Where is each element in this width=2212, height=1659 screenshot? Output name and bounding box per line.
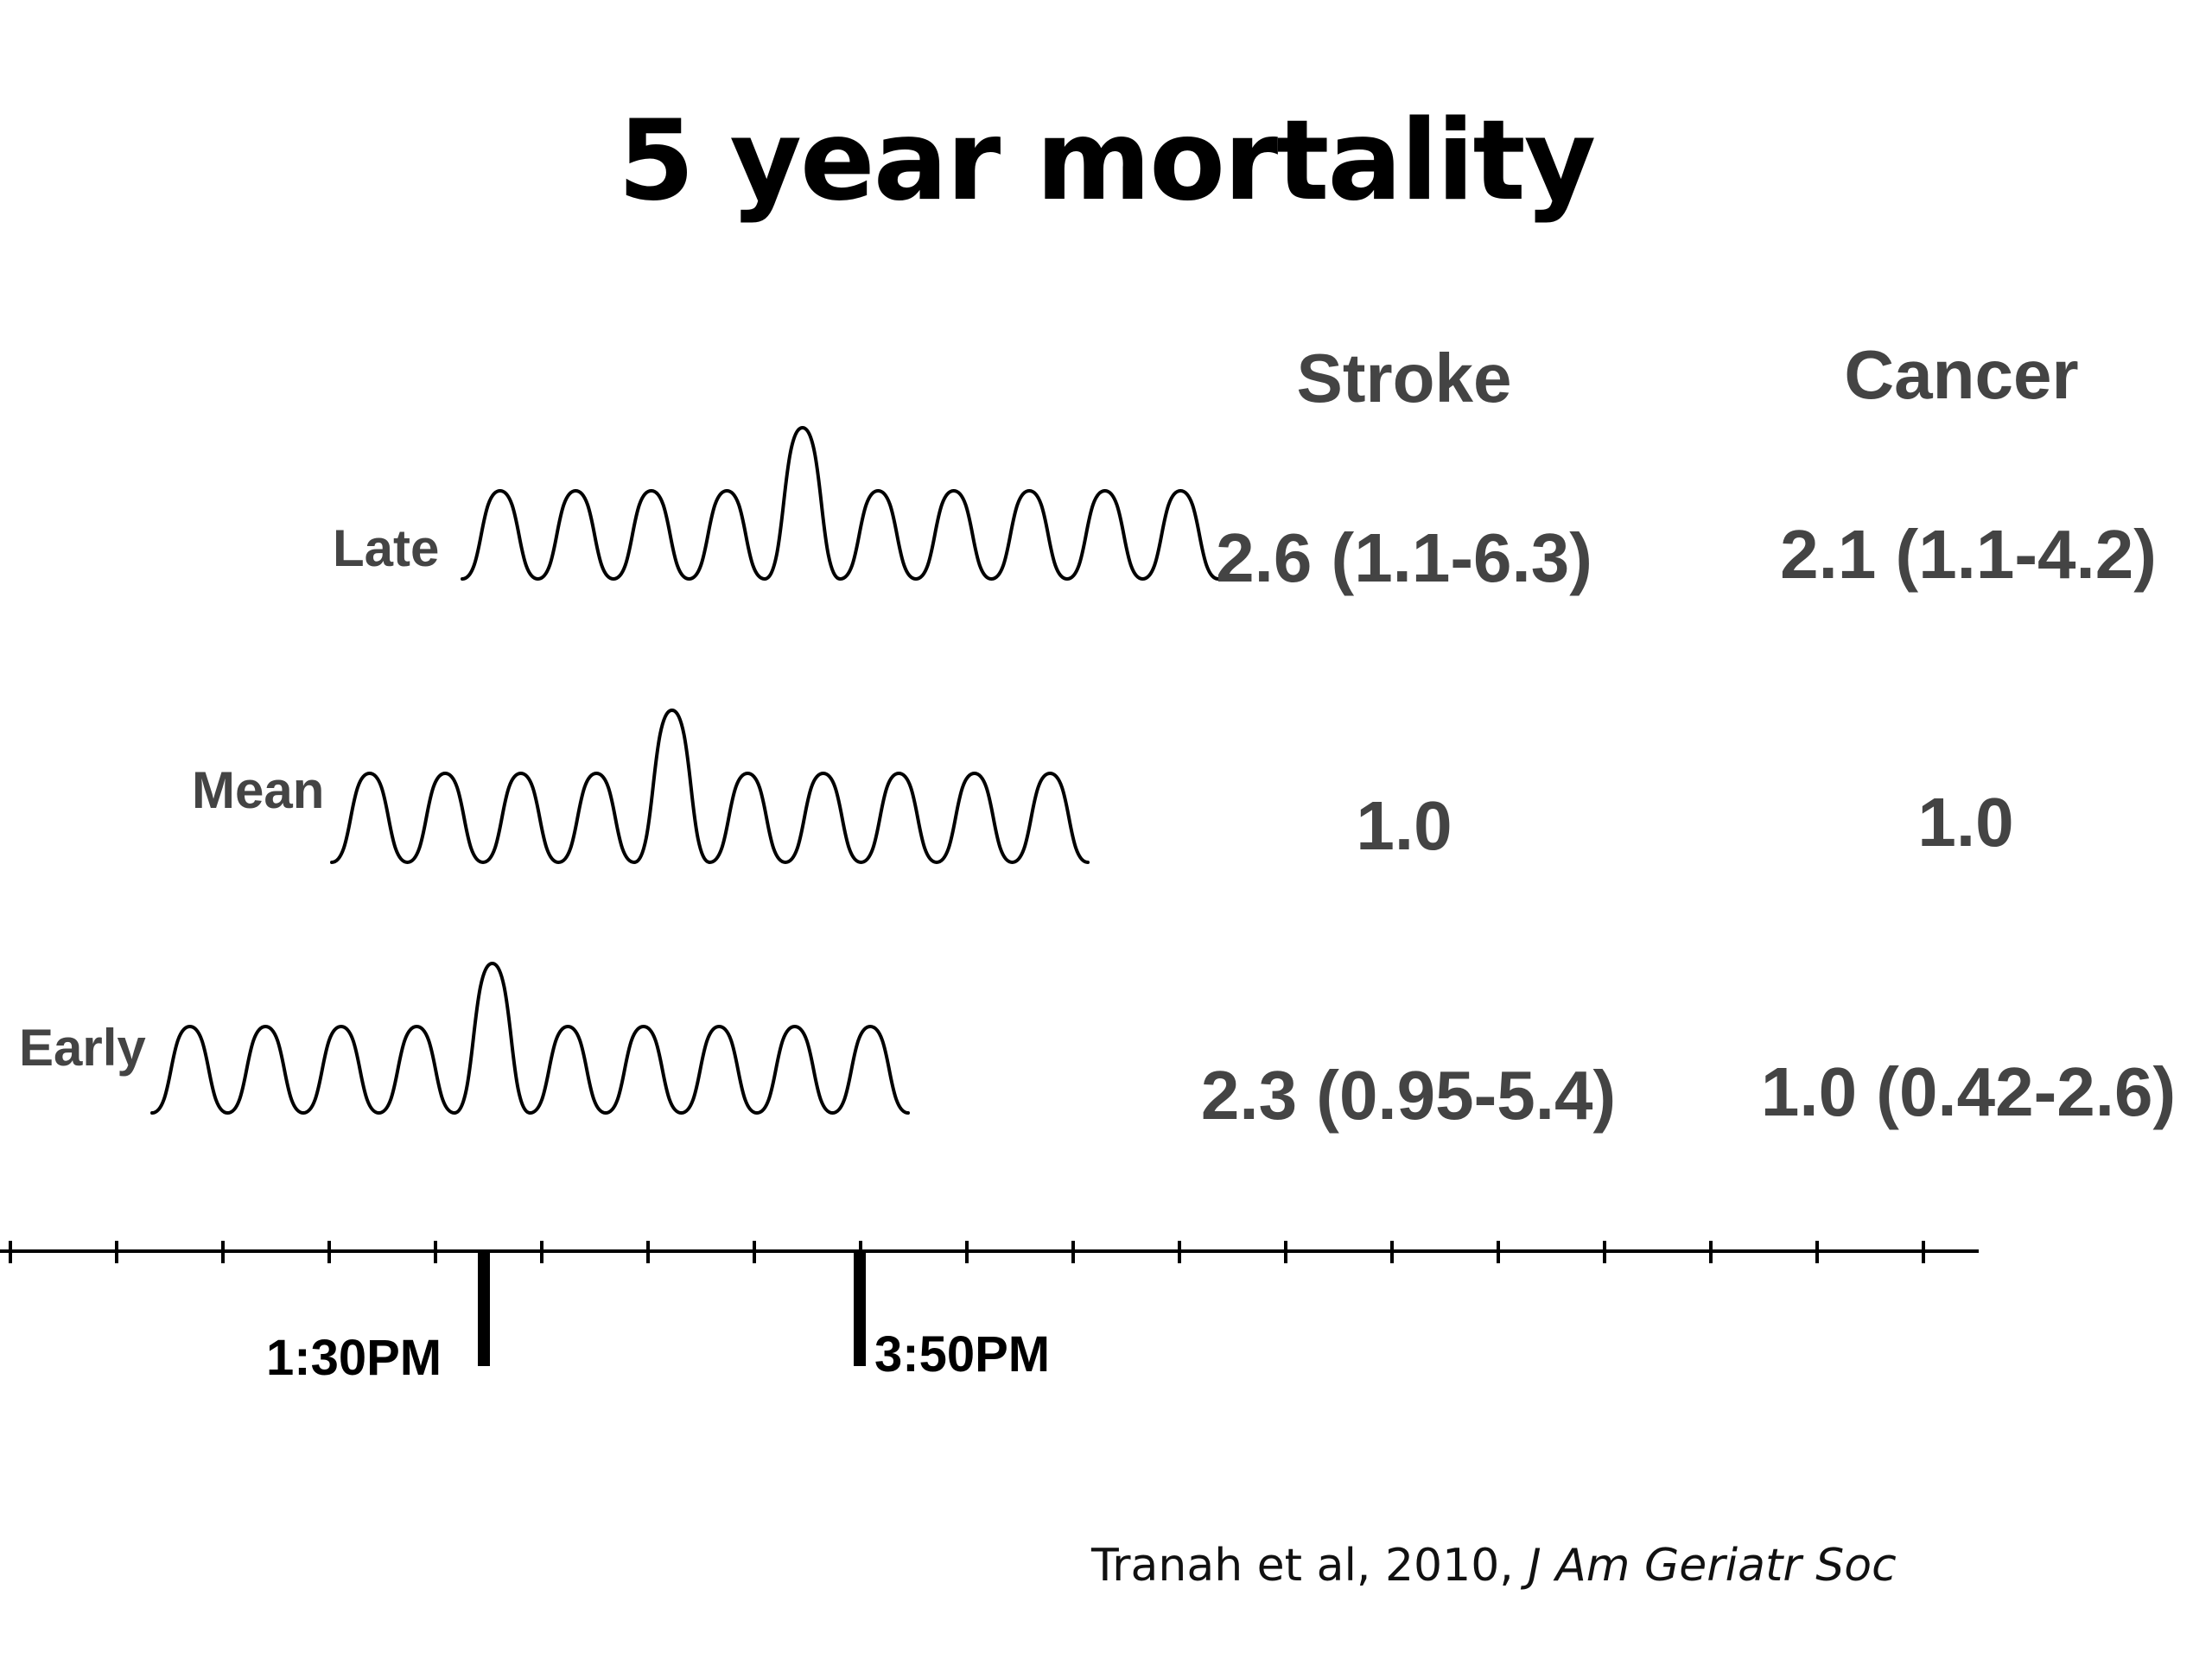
wave-group — [150, 426, 1220, 1115]
row-label-early: Early — [19, 1019, 146, 1077]
citation-journal: J Am Geriatr Soc — [1528, 1540, 1897, 1592]
cell-late-stroke: 2.6 (1.1-6.3) — [1216, 519, 1592, 596]
time-axis — [0, 1241, 1979, 1366]
column-header-stroke: Stroke — [1296, 340, 1512, 416]
time-label-1-30pm: 1:30PM — [266, 1330, 442, 1386]
marker-tick-3-50pm — [854, 1251, 866, 1366]
wave-late — [461, 426, 1220, 581]
cell-mean-cancer: 1.0 — [1917, 784, 2014, 861]
row-label-mean: Mean — [192, 761, 325, 819]
time-label-3-50pm: 3:50PM — [874, 1326, 1051, 1382]
cell-early-stroke: 2.3 (0.95-5.4) — [1200, 1057, 1617, 1134]
wave-early — [150, 962, 910, 1115]
row-label-late: Late — [333, 519, 440, 577]
cell-early-cancer: 1.0 (0.42-2.6) — [1760, 1053, 2177, 1130]
marker-tick-1-30pm — [478, 1251, 490, 1366]
cell-mean-stroke: 1.0 — [1356, 787, 1452, 864]
slide-title: 5 year mortality — [617, 97, 1596, 226]
citation: Tranah et al, 2010, J Am Geriatr Soc — [1091, 1540, 1897, 1592]
wave-mean — [330, 709, 1090, 864]
column-header-cancer: Cancer — [1844, 336, 2079, 413]
citation-authors: Tranah et al, 2010, — [1091, 1540, 1529, 1592]
cell-late-cancer: 2.1 (1.1-4.2) — [1780, 516, 2157, 593]
